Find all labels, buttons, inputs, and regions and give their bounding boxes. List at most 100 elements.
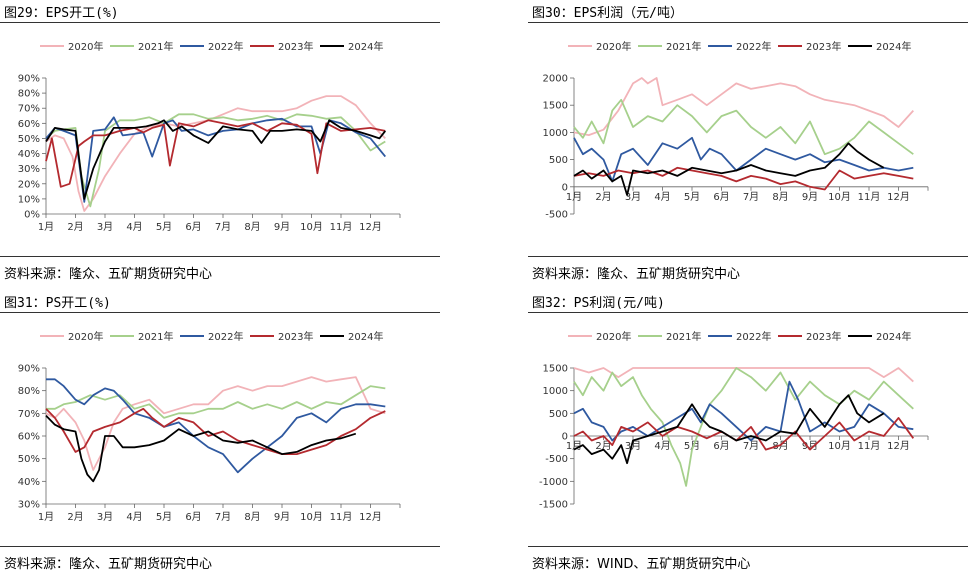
panel-title: 图29：EPS开工(%): [4, 6, 119, 21]
x-tick-label: 11月: [330, 221, 353, 233]
y-tick-label: -1500: [539, 500, 568, 511]
legend-item: 2023年: [778, 40, 841, 53]
series-line: [45, 414, 357, 483]
y-tick-label: 80%: [18, 386, 40, 397]
legend: 2020年 2021年 2022年 2023年 2024年: [568, 330, 911, 343]
source-note: 资料来源：隆众、五矿期货研究中心: [4, 267, 213, 282]
y-tick-label: 500: [549, 409, 568, 420]
y-tick-label: 30%: [18, 164, 40, 175]
series-line: [45, 95, 386, 212]
x-tick-label: 2月: [67, 221, 83, 233]
x-tick-label: 5月: [684, 440, 700, 452]
legend-label: 2020年: [68, 40, 103, 53]
legend-label: 2023年: [806, 330, 841, 343]
chart-ps-profit: 2020年 2021年 2022年 2023年 2024年 -1500 -1000 -500 0…: [539, 330, 929, 511]
legend-item: 2022年: [708, 40, 771, 53]
series-line: [573, 142, 885, 196]
title-divider: [528, 312, 968, 313]
legend-item: 2020年: [40, 40, 103, 53]
title-divider: [528, 22, 968, 23]
legend-label: 2023年: [278, 40, 313, 53]
y-tick-label: 70%: [18, 409, 40, 420]
legend-label: 2021年: [138, 330, 173, 343]
panel-ps-profit: 图32：PS利润(元/吨) 2020年 2021年 2022年 2023年 2024年 -…: [528, 290, 968, 573]
source-divider: [528, 546, 968, 547]
x-tick-label: 9月: [274, 221, 290, 233]
x-tick-label: 6月: [713, 440, 729, 452]
legend-item: 2024年: [320, 40, 383, 53]
series-line: [573, 367, 914, 487]
x-tick-label: 2月: [67, 511, 83, 523]
y-tick-label: -1000: [539, 477, 568, 488]
legend-label: 2024年: [876, 330, 911, 343]
x-tick-label: 8月: [244, 221, 260, 233]
legend-item: 2021年: [638, 40, 701, 53]
y-tick-label: 2000: [543, 74, 568, 85]
x-tick-label: 12月: [359, 511, 382, 523]
legend-item: 2022年: [708, 330, 771, 343]
series-line: [573, 380, 914, 442]
y-tick-label: 40%: [18, 149, 40, 160]
x-tick-label: 5月: [156, 511, 172, 523]
x-tick-label: 4月: [126, 221, 142, 233]
series-line: [573, 77, 914, 136]
x-tick-label: 11月: [858, 440, 881, 452]
y-tick-label: 60%: [18, 432, 40, 443]
y-tick-label: 10%: [18, 194, 40, 205]
legend-item: 2020年: [40, 330, 103, 343]
legend-label: 2021年: [138, 40, 173, 53]
legend-label: 2023年: [806, 40, 841, 53]
legend-label: 2022年: [208, 40, 243, 53]
legend-item: 2024年: [320, 330, 383, 343]
y-tick-label: 30%: [18, 500, 40, 511]
x-tick-label: 3月: [625, 440, 641, 452]
x-tick-label: 12月: [887, 191, 910, 203]
source-divider: [0, 256, 440, 257]
x-tick-label: 11月: [858, 191, 881, 203]
y-tick-label: -500: [545, 454, 568, 465]
legend-item: 2021年: [110, 40, 173, 53]
panel-ps-utilization: 图31：PS开工(%) 2020年 2021年 2022年 2023年 2024年 30%…: [0, 290, 440, 573]
x-tick-label: 10月: [300, 221, 323, 233]
legend-item: 2022年: [180, 330, 243, 343]
legend-label: 2024年: [876, 40, 911, 53]
x-tick-label: 4月: [654, 191, 670, 203]
source-divider: [528, 256, 968, 257]
y-tick-label: 1500: [543, 101, 568, 112]
series-line: [46, 385, 386, 419]
title-divider: [0, 22, 440, 23]
x-tick-label: 4月: [126, 511, 142, 523]
legend: 2020年 2021年 2022年 2023年 2024年: [40, 40, 383, 53]
y-tick-label: 50%: [18, 454, 40, 465]
y-tick-label: 0%: [24, 210, 40, 221]
series-line: [45, 407, 386, 456]
legend-item: 2024年: [848, 40, 911, 53]
y-tick-label: 90%: [18, 364, 40, 375]
x-tick-label: 8月: [244, 511, 260, 523]
x-tick-label: 3月: [97, 511, 113, 523]
title-divider: [0, 312, 440, 313]
source-divider: [0, 546, 440, 547]
legend-label: 2020年: [68, 330, 103, 343]
legend-item: 2020年: [568, 330, 631, 343]
x-tick-label: 4月: [654, 440, 670, 452]
panel-title: 图32：PS利润(元/吨): [532, 296, 665, 311]
source-note: 资料来源：WIND、五矿期货研究中心: [532, 557, 751, 572]
y-tick-label: -500: [545, 210, 568, 221]
x-tick-label: 3月: [97, 221, 113, 233]
series-line: [573, 98, 914, 156]
legend-label: 2024年: [348, 330, 383, 343]
x-tick-label: 7月: [743, 440, 759, 452]
y-tick-label: 80%: [18, 89, 40, 100]
x-tick-label: 9月: [802, 440, 818, 452]
series-line: [45, 376, 386, 471]
x-tick-label: 6月: [185, 221, 201, 233]
x-tick-label: 2月: [595, 191, 611, 203]
series-line: [573, 136, 914, 183]
panel-title: 图30：EPS利润（元/吨）: [532, 6, 683, 21]
legend-label: 2022年: [208, 330, 243, 343]
y-tick-label: 0: [562, 182, 568, 193]
x-tick-label: 10月: [828, 440, 851, 452]
y-tick-label: 1000: [543, 386, 568, 397]
panel-eps-profit: 图30：EPS利润（元/吨） 2020年 2021年 2022年 2023年 2024年…: [528, 0, 968, 290]
